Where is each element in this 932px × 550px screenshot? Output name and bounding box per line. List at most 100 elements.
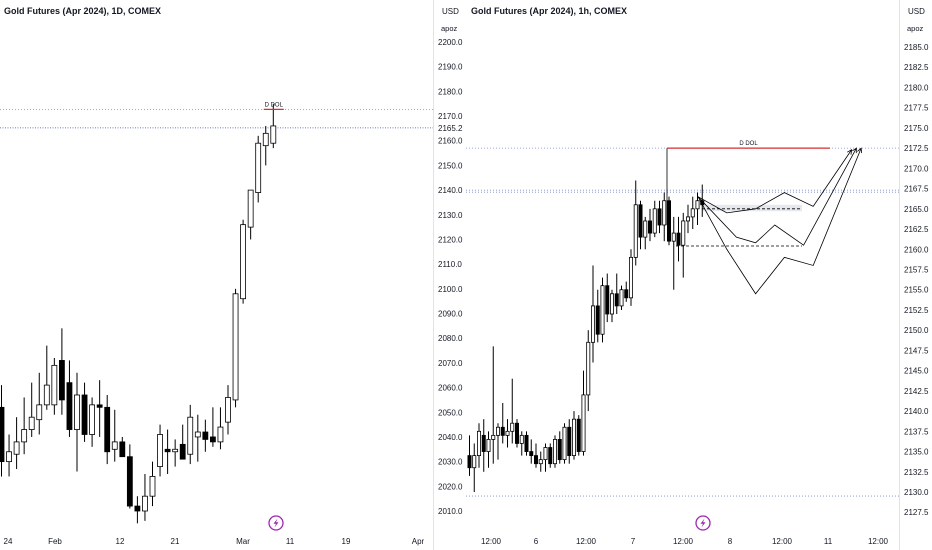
candle-body bbox=[6, 451, 12, 463]
x-tick-label: 12:00 bbox=[576, 537, 597, 546]
chart-pane-daily[interactable]: Gold Futures (Apr 2024), 1D, COMEX USD a… bbox=[0, 0, 466, 550]
candle-body bbox=[74, 394, 80, 430]
candle-body bbox=[134, 505, 141, 512]
x-tick-label: 11 bbox=[286, 537, 295, 546]
x-tick-label: 6 bbox=[534, 537, 539, 546]
candle-body bbox=[666, 200, 671, 242]
candle-body bbox=[164, 448, 171, 453]
candle-body bbox=[628, 256, 633, 299]
candle-body bbox=[209, 436, 216, 443]
candle-body bbox=[695, 200, 700, 210]
candle-body bbox=[624, 289, 629, 299]
y-tick-label: 2135.0 bbox=[904, 448, 929, 457]
x-tick-label: Apr bbox=[412, 537, 425, 546]
y-tick-label: 2145.0 bbox=[904, 367, 929, 376]
y-tick-label: 2040.0 bbox=[438, 433, 463, 442]
y-tick-label: 2185.0 bbox=[904, 43, 929, 52]
scale-mode-label[interactable]: apoz bbox=[907, 24, 924, 33]
x-tick-label: Mar bbox=[236, 537, 250, 546]
candle-body bbox=[505, 430, 510, 436]
candle-body bbox=[500, 426, 505, 436]
x-tick-label: 12:00 bbox=[673, 537, 694, 546]
y-tick-label: 2175.0 bbox=[904, 124, 929, 133]
candle-body bbox=[638, 204, 643, 238]
x-tick-label: 12:00 bbox=[772, 537, 793, 546]
y-tick-label: 2100.0 bbox=[438, 285, 463, 294]
y-tick-label: 2090.0 bbox=[438, 310, 463, 319]
candle-body bbox=[614, 293, 619, 307]
x-tick-label: 12 bbox=[116, 537, 125, 546]
x-tick-label: 21 bbox=[171, 537, 180, 546]
candle-body bbox=[515, 422, 520, 444]
y-tick-label: 2167.5 bbox=[904, 185, 929, 194]
y-tick-label: 2150.0 bbox=[904, 326, 929, 335]
y-tick-label: 2140.0 bbox=[904, 407, 929, 416]
x-tick-label: Feb bbox=[48, 537, 62, 546]
y-tick-label: 2180.0 bbox=[904, 83, 929, 92]
candle-body bbox=[202, 431, 209, 440]
candle-body bbox=[543, 447, 548, 461]
candle-body bbox=[481, 434, 486, 452]
candle-body bbox=[157, 434, 163, 467]
y-tick-label: 2170.0 bbox=[438, 112, 463, 121]
candle-body bbox=[690, 208, 695, 218]
chart-pane-hourly[interactable]: Gold Futures (Apr 2024), 1h, COMEX USD a… bbox=[466, 0, 932, 550]
y-tick-label: 2165.0 bbox=[904, 205, 929, 214]
candle-body bbox=[59, 360, 65, 401]
candle-body bbox=[538, 459, 543, 465]
chart-title: Gold Futures (Apr 2024), 1D, COMEX bbox=[4, 6, 162, 16]
y-tick-label: 2120.0 bbox=[438, 235, 463, 244]
candle-body bbox=[126, 456, 133, 507]
currency-label[interactable]: USD bbox=[442, 7, 459, 16]
candle-body bbox=[149, 476, 156, 497]
currency-label[interactable]: USD bbox=[908, 7, 925, 16]
candle-body bbox=[562, 426, 567, 461]
candle-body bbox=[548, 447, 553, 465]
candle-body bbox=[472, 455, 477, 469]
candle-body bbox=[567, 426, 572, 456]
x-tick-label: 7 bbox=[631, 537, 636, 546]
y-tick-label: 2162.5 bbox=[904, 225, 929, 234]
candle-body bbox=[643, 220, 648, 238]
y-tick-label: 2060.0 bbox=[438, 384, 463, 393]
candle-body bbox=[662, 200, 667, 226]
candle-body bbox=[576, 418, 581, 452]
candle-body bbox=[671, 232, 676, 242]
y-tick-label: 2182.5 bbox=[904, 63, 929, 72]
y-tick-label: 2180.0 bbox=[438, 87, 463, 96]
x-tick-label: 19 bbox=[342, 537, 351, 546]
y-tick-label: 2137.5 bbox=[904, 427, 929, 436]
y-tick-label: 2132.5 bbox=[904, 468, 929, 477]
daily-candlestick-chart[interactable]: D DOL 2010.0 2020.0 2030.0 2040.0 2050.0 2060.… bbox=[0, 0, 466, 550]
tradingview-lightning-icon bbox=[268, 515, 284, 531]
y-tick-label: 2190.0 bbox=[438, 63, 463, 72]
y-tick-label: 2152.5 bbox=[904, 306, 929, 315]
y-tick-label: 2160.0 bbox=[904, 245, 929, 254]
y-tick-label: 2200.0 bbox=[438, 38, 463, 47]
projection-arrowhead bbox=[857, 147, 863, 154]
scale-mode-label[interactable]: apoz bbox=[441, 24, 458, 33]
candle-body bbox=[524, 434, 529, 452]
y-tick-label: 2080.0 bbox=[438, 334, 463, 343]
candle-body bbox=[225, 397, 231, 423]
hourly-candlestick-chart[interactable]: D DOL 2127.5 2130.0 2132.5 2135.0 2137.5 2140.… bbox=[466, 0, 932, 550]
price-axis-separator bbox=[433, 0, 434, 550]
x-tick-label: 24 bbox=[4, 537, 13, 546]
candle-body bbox=[43, 384, 50, 406]
candle-body bbox=[119, 441, 126, 458]
y-tick-label: 2172.5 bbox=[904, 144, 929, 153]
candle-body bbox=[633, 204, 638, 258]
candle-body bbox=[13, 441, 20, 455]
projection-arrowhead bbox=[847, 149, 853, 155]
y-tick-label: 2050.0 bbox=[438, 408, 463, 417]
candle-body bbox=[262, 132, 269, 147]
candle-body bbox=[194, 431, 201, 438]
candle-body bbox=[553, 439, 558, 465]
candle-body bbox=[142, 495, 148, 512]
y-tick-label: 2110.0 bbox=[438, 260, 462, 269]
x-tick-label: 8 bbox=[728, 537, 733, 546]
candle-body bbox=[255, 142, 262, 193]
candle-body bbox=[81, 394, 88, 435]
candle-body bbox=[647, 220, 652, 234]
candle-body bbox=[21, 429, 28, 443]
